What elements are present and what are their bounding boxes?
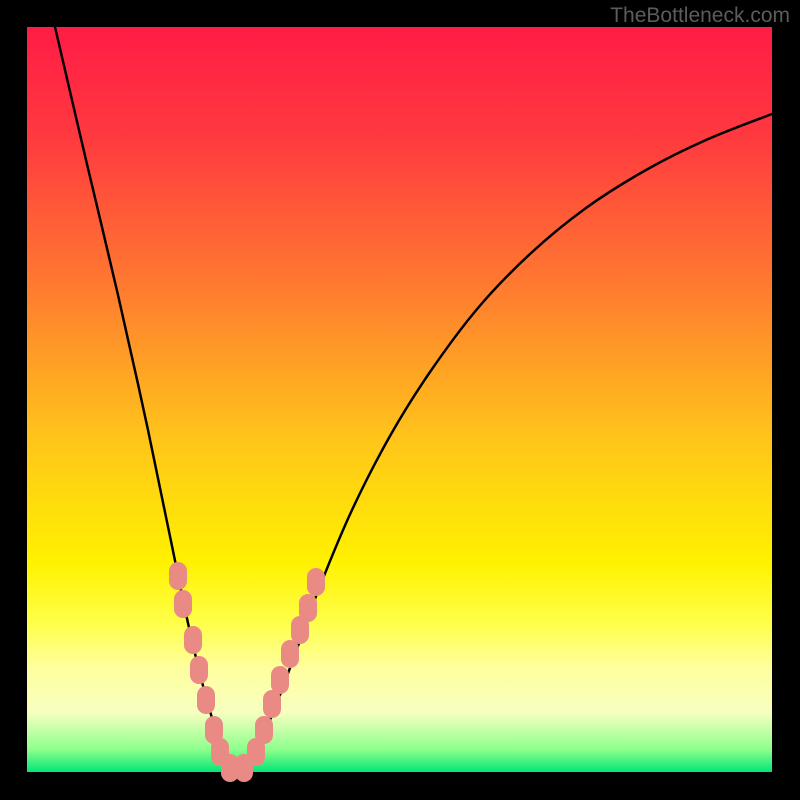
curve-svg [0, 0, 800, 800]
data-marker [307, 568, 325, 596]
data-marker [184, 626, 202, 654]
data-marker [197, 686, 215, 714]
data-marker [190, 656, 208, 684]
data-marker [299, 594, 317, 622]
data-marker [174, 590, 192, 618]
bottleneck-curve [55, 27, 772, 772]
data-marker [281, 640, 299, 668]
data-marker [263, 690, 281, 718]
data-marker [169, 562, 187, 590]
chart-container: TheBottleneck.com [0, 0, 800, 800]
data-marker [271, 666, 289, 694]
watermark-text: TheBottleneck.com [610, 4, 790, 28]
data-marker [255, 716, 273, 744]
